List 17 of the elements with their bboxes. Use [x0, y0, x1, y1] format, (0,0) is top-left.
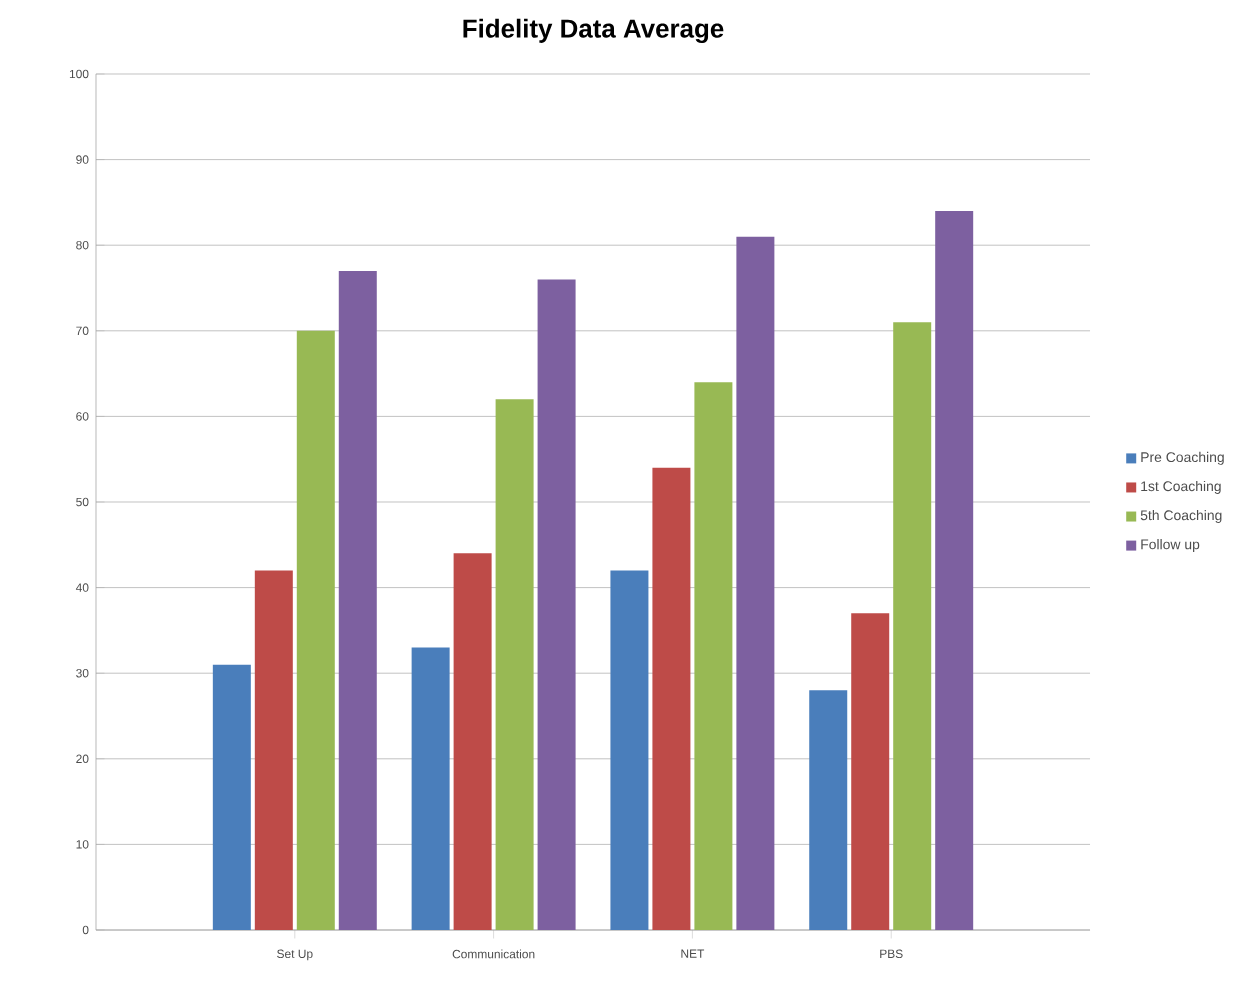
- bar: [652, 467, 691, 930]
- bar: [851, 613, 890, 930]
- bar: [893, 322, 932, 930]
- bar: [537, 279, 576, 930]
- bar: [809, 690, 848, 930]
- chart-title: Fidelity Data Average: [463, 18, 724, 44]
- bar: [495, 399, 534, 930]
- bar: [453, 553, 492, 930]
- bar: [610, 570, 649, 930]
- bar: [338, 270, 377, 930]
- bar: [736, 236, 775, 930]
- bar: [254, 570, 293, 930]
- bar: [411, 647, 450, 930]
- bar: [694, 382, 733, 930]
- bar: [296, 330, 335, 930]
- bar: [935, 210, 974, 930]
- bar: [212, 664, 251, 930]
